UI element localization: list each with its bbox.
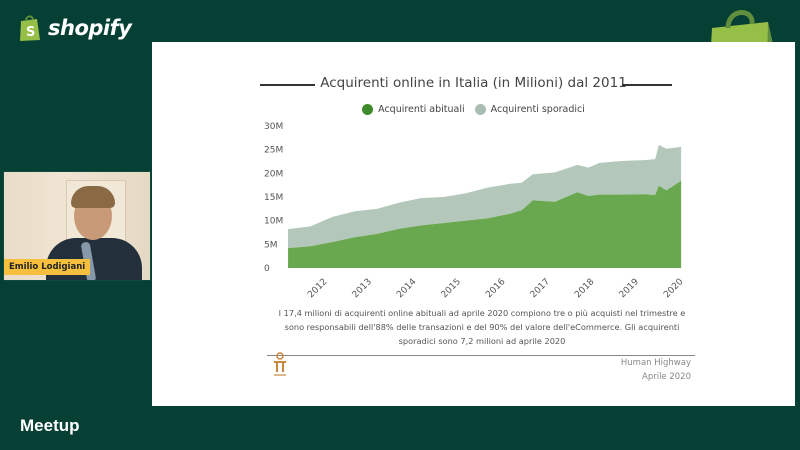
human-highway-logo <box>274 352 286 376</box>
shopify-bag-icon: S <box>20 15 40 41</box>
svg-text:S: S <box>26 25 35 40</box>
chart-source: Human Highway Aprile 2020 <box>620 358 691 382</box>
divider <box>267 355 695 356</box>
x-tick-label: 2016 <box>484 277 507 300</box>
y-tick-label: 10M <box>264 217 283 227</box>
y-tick-label: 0 <box>264 264 270 274</box>
slide-caption: I 17,4 milioni di acquirenti online abit… <box>278 308 686 346</box>
series-area-abituali <box>288 180 682 268</box>
meetup-label: Meetup <box>20 416 80 435</box>
x-tick-label: 2015 <box>440 277 463 300</box>
chart-title: Acquirenti online in Italia (in Milioni)… <box>320 75 627 91</box>
series-area-sporadici <box>288 144 682 249</box>
y-tick-label: 5M <box>264 240 278 250</box>
x-tick-label: 2020 <box>662 277 685 300</box>
title-rule-left <box>260 84 315 86</box>
x-tick-label: 2012 <box>306 277 329 300</box>
speaker-name-tag: Emilio Lodigiani <box>4 259 91 275</box>
y-tick-label: 20M <box>264 169 283 179</box>
chart-legend: Acquirenti abituali Acquirenti sporadici <box>152 104 795 115</box>
shopify-logo: S shopify <box>18 14 132 42</box>
legend-item-abituali: Acquirenti abituali <box>362 104 465 115</box>
y-tick-label: 15M <box>264 193 283 203</box>
title-rule-right <box>622 84 672 86</box>
x-tick-label: 2019 <box>618 277 641 300</box>
x-tick-label: 2017 <box>529 277 552 300</box>
y-tick-label: 25M <box>264 146 283 156</box>
x-tick-label: 2013 <box>351 277 374 300</box>
x-tick-label: 2018 <box>573 277 596 300</box>
brand-name: shopify <box>48 16 132 40</box>
legend-item-sporadici: Acquirenti sporadici <box>474 104 585 115</box>
y-tick-label: 30M <box>264 122 283 132</box>
x-tick-label: 2014 <box>395 277 418 300</box>
